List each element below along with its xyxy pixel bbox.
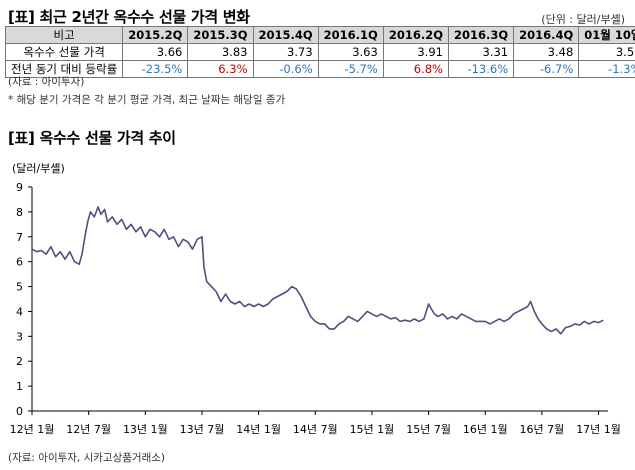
y-tick-label: 7 xyxy=(16,231,23,244)
row-label: 전년 동기 대비 등락률 xyxy=(4,60,124,78)
price-trend-chart: (달러/부셸) 0 1 2 3 4 5 6 7 8 9 12년 1월 12년 7월 13년 1월 13년… xyxy=(10,162,621,436)
table-cell: -5.7% xyxy=(317,60,384,78)
table-cell: 3.73 xyxy=(252,43,319,61)
x-tick-label: 12년 1월 xyxy=(10,423,55,436)
x-tick-label: 16년 1월 xyxy=(463,423,508,436)
unit-note: (단위 : 달러/부셸) xyxy=(541,13,625,26)
y-tick-label: 1 xyxy=(16,380,23,393)
column-header: 비고 xyxy=(4,26,124,44)
table-cell: 3.66 xyxy=(122,43,189,61)
y-tick-label: 3 xyxy=(16,330,23,343)
x-tick-label: 15년 7월 xyxy=(406,423,451,436)
table-cell: 3.83 xyxy=(187,43,254,61)
table-cell: 3.31 xyxy=(447,43,515,61)
chart-title: [표] 옥수수 선물 가격 추이 xyxy=(8,129,176,147)
x-tick-label: 16년 7월 xyxy=(520,423,565,436)
table-row: 옥수수 선물 가격 3.66 3.83 3.73 3.63 3.91 3.31 … xyxy=(4,43,635,61)
y-tick-label: 4 xyxy=(16,305,23,318)
table-cell: -23.5% xyxy=(122,60,189,78)
x-tick-label: 13년 1월 xyxy=(123,423,168,436)
column-header: 2015.4Q xyxy=(252,26,319,44)
x-tick-label: 14년 7월 xyxy=(293,423,338,436)
corn-futures-price-line xyxy=(31,206,604,335)
table-cell: 3.58 xyxy=(578,43,635,61)
table-header-row: 비고 2015.2Q 2015.3Q 2015.4Q 2016.1Q 2016.… xyxy=(4,26,635,44)
table-cell: 6.8% xyxy=(382,60,449,78)
table-title: [표] 최근 2년간 옥수수 선물 가격 변화 xyxy=(8,8,250,26)
column-header: 2015.2Q xyxy=(122,26,189,44)
y-tick-label: 2 xyxy=(16,355,23,368)
x-tick-label: 15년 1월 xyxy=(350,423,395,436)
table-cell: -1.3% xyxy=(578,60,635,78)
table-row: 전년 동기 대비 등락률 -23.5% 6.3% -0.6% -5.7% 6.8… xyxy=(4,60,635,78)
x-tick-label: 14년 1월 xyxy=(236,423,281,436)
column-header: 2016.1Q xyxy=(317,26,384,44)
column-header: 01월 10일 xyxy=(578,26,635,44)
table-cell: 3.63 xyxy=(317,43,384,61)
row-label: 옥수수 선물 가격 xyxy=(4,43,124,61)
y-tick-label: 6 xyxy=(16,256,23,269)
y-tick-label: 0 xyxy=(16,405,23,418)
table-cell: 3.91 xyxy=(382,43,449,61)
price-change-table: 비고 2015.2Q 2015.3Q 2015.4Q 2016.1Q 2016.… xyxy=(4,26,635,78)
chart-source: (자료: 아이투자, 시카고상품거래소) xyxy=(8,452,165,464)
y-tick-label: 8 xyxy=(16,206,23,219)
x-tick-label: 12년 7월 xyxy=(66,423,111,436)
footnote: * 해당 분기 가격은 각 분기 평균 가격, 최근 날짜는 해당일 종가 xyxy=(8,94,286,106)
y-axis-label: (달러/부셸) xyxy=(12,162,65,175)
y-tick-label: 9 xyxy=(16,181,23,194)
y-tick-label: 5 xyxy=(16,281,23,294)
table-source: (자료 : 아이투자) xyxy=(8,76,85,88)
table-cell: -6.7% xyxy=(513,60,580,78)
table-cell: 6.3% xyxy=(187,60,254,78)
x-tick-label: 17년 1월 xyxy=(576,423,621,436)
table-cell: -0.6% xyxy=(252,60,319,78)
table-cell: 3.48 xyxy=(513,43,580,61)
table-cell: -13.6% xyxy=(447,60,515,78)
column-header: 2016.4Q xyxy=(513,26,580,44)
column-header: 2015.3Q xyxy=(187,26,254,44)
column-header: 2016.2Q xyxy=(382,26,449,44)
column-header: 2016.3Q xyxy=(447,26,515,44)
x-tick-label: 13년 7월 xyxy=(180,423,225,436)
